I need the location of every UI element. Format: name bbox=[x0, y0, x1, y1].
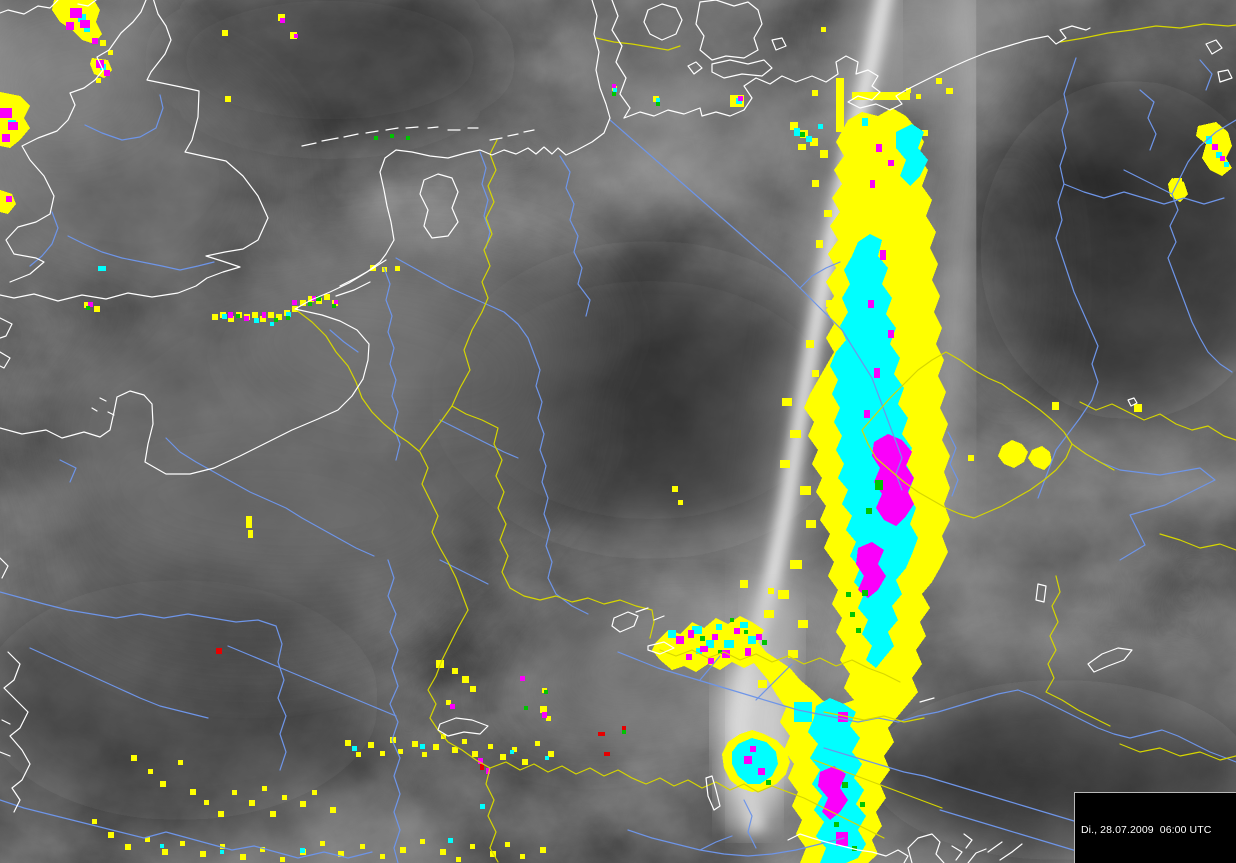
storm-cluster-england-nw bbox=[0, 0, 112, 214]
coast-baltic bbox=[623, 25, 1091, 119]
coast-danish-isles bbox=[643, 0, 787, 79]
lake-garda bbox=[705, 775, 721, 811]
info-timestamp: Di., 28.07.2009 06:00 UTC bbox=[1081, 824, 1212, 836]
coast-england-west bbox=[5, 0, 147, 283]
border-layer bbox=[294, 23, 1236, 863]
storm-cell-garda-core bbox=[732, 738, 778, 784]
lake-ijsselmeer bbox=[419, 173, 459, 239]
coast-england-east bbox=[0, 0, 269, 302]
lake-geneva bbox=[437, 717, 489, 737]
river-layer bbox=[0, 57, 1236, 863]
radar-band-heavy-core bbox=[872, 434, 914, 526]
lake-neusiedl bbox=[1035, 583, 1047, 603]
storm-cells-east bbox=[998, 440, 1052, 470]
coast-jutland-east bbox=[611, 0, 631, 119]
coast-istria bbox=[907, 833, 1023, 863]
coast-adriatic bbox=[787, 833, 909, 863]
lake-constance bbox=[647, 641, 675, 655]
info-box: Di., 28.07.2009 06:00 UTC Polarstereogra… bbox=[1074, 792, 1236, 863]
lake-balaton bbox=[1087, 647, 1133, 673]
coast-biscay bbox=[0, 651, 31, 813]
lake-neuchatel bbox=[611, 607, 665, 633]
radar-cells-heavy bbox=[0, 8, 1225, 846]
radar-band-core-north bbox=[896, 124, 928, 186]
storm-cluster-poland bbox=[1168, 122, 1232, 202]
